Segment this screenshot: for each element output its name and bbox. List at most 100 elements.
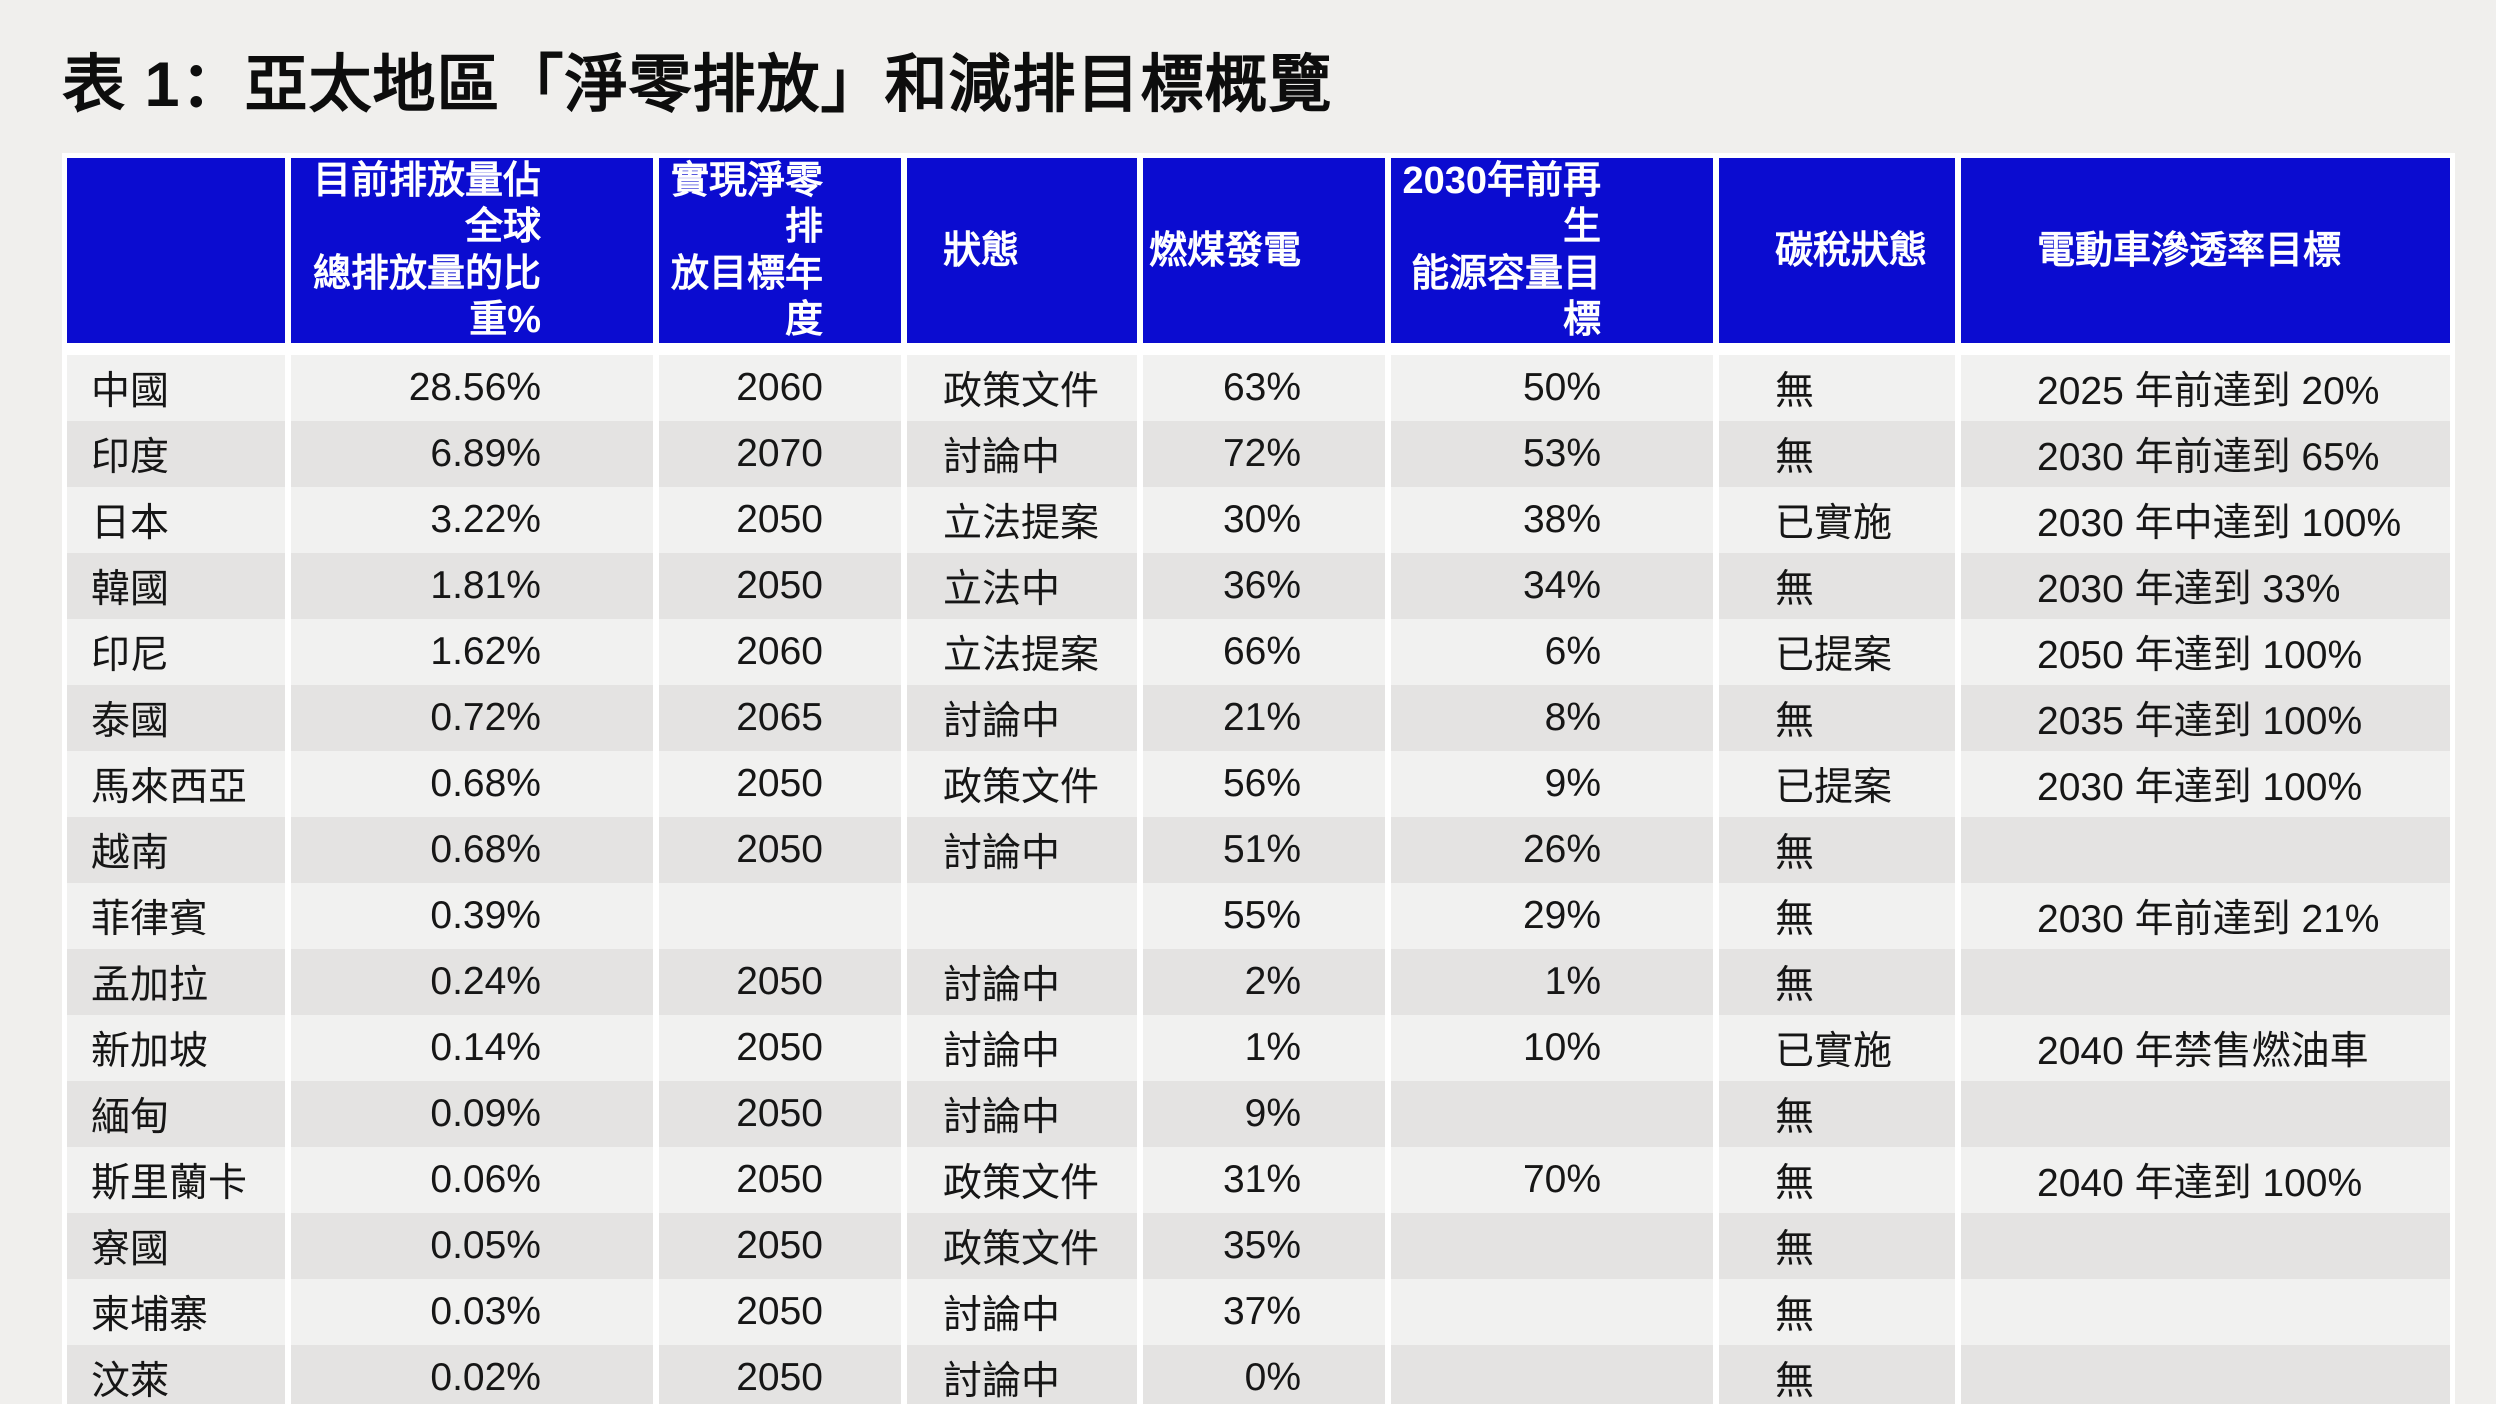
cell-status: 討論中 [907,685,1143,752]
table-row: 泰國 0.72% 2065 討論中 21% 8% 無 2035 年達到 100% [67,685,2450,752]
cell-ev: 2030 年達到 33% [1961,553,2450,620]
cell-coal: 55% [1143,883,1391,950]
cell-country: 孟加拉 [67,949,291,1016]
cell-country: 印度 [67,421,291,488]
cell-carbontax: 已實施 [1719,487,1961,554]
cell-year: 2060 [659,355,907,422]
cell-ev: 2035 年達到 100% [1961,685,2450,752]
cell-ev [1961,1081,2450,1148]
cell-status: 政策文件 [907,751,1143,818]
cell-ev [1961,1279,2450,1346]
table-row: 日本 3.22% 2050 立法提案 30% 38% 已實施 2030 年中達到 100% [67,487,2450,554]
cell-renewable: 9% [1391,751,1719,818]
cell-emissions: 0.24% [291,949,659,1016]
cell-emissions: 1.62% [291,619,659,686]
cell-status: 立法提案 [907,619,1143,686]
cell-status: 討論中 [907,1081,1143,1148]
cell-coal: 21% [1143,685,1391,752]
cell-renewable: 29% [1391,883,1719,950]
cell-coal: 1% [1143,1015,1391,1082]
cell-ev [1961,817,2450,884]
cell-emissions: 0.02% [291,1345,659,1404]
cell-year: 2060 [659,619,907,686]
cell-country: 越南 [67,817,291,884]
cell-emissions: 0.68% [291,817,659,884]
cell-carbontax: 無 [1719,883,1961,950]
cell-coal: 30% [1143,487,1391,554]
cell-coal: 35% [1143,1213,1391,1280]
cell-year: 2050 [659,487,907,554]
table-row: 柬埔寨 0.03% 2050 討論中 37% 無 [67,1279,2450,1346]
cell-year [659,883,907,950]
cell-status: 立法提案 [907,487,1143,554]
column-header-country [67,158,291,356]
cell-country: 馬來西亞 [67,751,291,818]
table-header: 目前排放量佔全球 總排放量的比重% 實現淨零排 放目標年度 狀態 燃煤發電 2030年前… [67,158,2450,356]
cell-emissions: 0.68% [291,751,659,818]
cell-carbontax: 無 [1719,1213,1961,1280]
cell-year: 2050 [659,1345,907,1404]
cell-emissions: 0.06% [291,1147,659,1214]
cell-emissions: 28.56% [291,355,659,422]
cell-year: 2050 [659,751,907,818]
cell-carbontax: 無 [1719,553,1961,620]
cell-year: 2050 [659,1213,907,1280]
table-row: 韓國 1.81% 2050 立法中 36% 34% 無 2030 年達到 33% [67,553,2450,620]
cell-coal: 56% [1143,751,1391,818]
cell-renewable: 6% [1391,619,1719,686]
column-header-ev: 電動車滲透率目標 [1961,158,2450,356]
cell-carbontax: 無 [1719,1279,1961,1346]
cell-status: 政策文件 [907,355,1143,422]
cell-coal: 37% [1143,1279,1391,1346]
header-row: 目前排放量佔全球 總排放量的比重% 實現淨零排 放目標年度 狀態 燃煤發電 2030年前… [67,158,2450,356]
cell-renewable: 70% [1391,1147,1719,1214]
cell-ev [1961,1345,2450,1404]
cell-year: 2070 [659,421,907,488]
cell-ev: 2040 年達到 100% [1961,1147,2450,1214]
cell-coal: 2% [1143,949,1391,1016]
cell-year: 2050 [659,553,907,620]
table-row: 斯里蘭卡 0.06% 2050 政策文件 31% 70% 無 2040 年達到 100% [67,1147,2450,1214]
cell-status: 討論中 [907,1279,1143,1346]
cell-carbontax: 已實施 [1719,1015,1961,1082]
cell-country: 中國 [67,355,291,422]
cell-ev: 2025 年前達到 20% [1961,355,2450,422]
cell-emissions: 0.14% [291,1015,659,1082]
cell-carbontax: 無 [1719,1147,1961,1214]
cell-ev: 2040 年禁售燃油車 [1961,1015,2450,1082]
cell-year: 2050 [659,1015,907,1082]
cell-coal: 31% [1143,1147,1391,1214]
column-header-renewable: 2030年前再生 能源容量目標 [1391,158,1719,356]
table-title: 表 1：亞太地區「淨零排放」和減排目標概覽 [62,50,1333,120]
table-row: 新加坡 0.14% 2050 討論中 1% 10% 已實施 2040 年禁售燃油車 [67,1015,2450,1082]
cell-emissions: 0.72% [291,685,659,752]
cell-status: 立法中 [907,553,1143,620]
cell-renewable: 38% [1391,487,1719,554]
cell-status: 討論中 [907,949,1143,1016]
cell-emissions: 0.05% [291,1213,659,1280]
cell-status: 討論中 [907,1015,1143,1082]
cell-country: 柬埔寨 [67,1279,291,1346]
cell-carbontax: 無 [1719,685,1961,752]
table-row: 寮國 0.05% 2050 政策文件 35% 無 [67,1213,2450,1280]
cell-ev: 2030 年中達到 100% [1961,487,2450,554]
cell-renewable: 1% [1391,949,1719,1016]
cell-renewable [1391,1345,1719,1404]
cell-country: 日本 [67,487,291,554]
cell-ev [1961,949,2450,1016]
cell-ev: 2030 年前達到 65% [1961,421,2450,488]
table-row: 印尼 1.62% 2060 立法提案 66% 6% 已提案 2050 年達到 100% [67,619,2450,686]
table-row: 汶萊 0.02% 2050 討論中 0% 無 [67,1345,2450,1404]
cell-carbontax: 無 [1719,1345,1961,1404]
cell-ev: 2030 年前達到 21% [1961,883,2450,950]
cell-emissions: 1.81% [291,553,659,620]
cell-country: 新加坡 [67,1015,291,1082]
table-row: 緬甸 0.09% 2050 討論中 9% 無 [67,1081,2450,1148]
cell-coal: 63% [1143,355,1391,422]
cell-year: 2065 [659,685,907,752]
cell-ev [1961,1213,2450,1280]
cell-carbontax: 無 [1719,355,1961,422]
column-header-year: 實現淨零排 放目標年度 [659,158,907,356]
cell-carbontax: 已提案 [1719,619,1961,686]
table-row: 印度 6.89% 2070 討論中 72% 53% 無 2030 年前達到 65% [67,421,2450,488]
